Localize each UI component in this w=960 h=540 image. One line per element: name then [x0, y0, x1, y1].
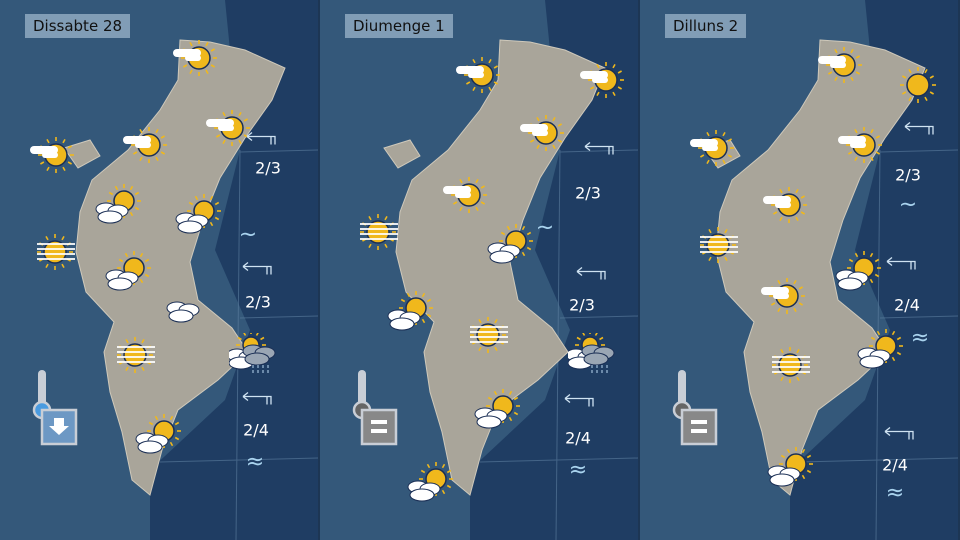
partly-cloudy-icon	[406, 461, 454, 505]
wave-height-label: 2/3	[895, 165, 921, 185]
thermometer-icon	[348, 368, 398, 448]
sun-cloud-icon	[454, 53, 502, 97]
fog-sun-icon	[354, 210, 402, 254]
sea-state-icon: ≈	[910, 325, 930, 351]
wave-height-label: 2/4	[894, 295, 920, 315]
cloudy-icon	[163, 288, 211, 332]
equal-icon	[691, 420, 707, 424]
partly-cloudy-icon	[94, 183, 142, 227]
cloud-icon	[135, 432, 169, 454]
thermometer-icon	[28, 368, 78, 448]
sea-state-icon: ~	[898, 192, 918, 218]
partly-cloudy-icon	[386, 290, 434, 334]
sun-icon	[700, 227, 736, 263]
cloud-icon	[581, 344, 615, 366]
sun-cloud-icon	[816, 43, 864, 87]
sun-cloud-icon	[171, 36, 219, 80]
sun-icon	[900, 67, 936, 103]
sun-icon	[117, 337, 153, 373]
partly-cloudy-icon	[473, 388, 521, 432]
sun-icon	[894, 63, 942, 107]
sea-state-icon: ≈	[568, 457, 588, 483]
partly-cloudy-icon	[486, 223, 534, 267]
cloud-icon	[95, 202, 129, 224]
sun-cloud-icon	[578, 58, 626, 102]
partly-cloudy-icon	[174, 193, 222, 237]
land-map	[383, 39, 606, 496]
fog-sun-icon	[464, 313, 512, 357]
sun-icon	[360, 214, 396, 250]
sun-cloud-rain-icon	[565, 330, 616, 377]
wind-arrow-icon	[245, 131, 279, 150]
cloud-icon	[474, 407, 508, 429]
sea-state-icon: ≈	[245, 449, 265, 475]
cloud-icon	[105, 269, 139, 291]
cloud-icon	[767, 465, 801, 487]
wave-height-label: 2/3	[575, 183, 601, 203]
wave-height-label: 2/4	[882, 455, 908, 475]
wave-height-label: 2/4	[243, 420, 269, 440]
sea-state-icon: ≈	[885, 480, 905, 506]
sun-icon	[470, 317, 506, 353]
wave-height-label: 2/3	[569, 295, 595, 315]
day-title: Dilluns 2	[665, 14, 747, 38]
wind-arrow-icon	[885, 256, 919, 275]
wind-arrow-icon	[241, 261, 275, 280]
day-title: Diumenge 1	[345, 14, 453, 38]
sun-cloud-rain-icon	[226, 330, 277, 377]
forecast-panel: Dilluns 2 2/3 ~2/4 ≈2/4 ≈	[640, 0, 958, 540]
cloud-icon	[487, 242, 521, 264]
sun-cloud-icon	[121, 123, 169, 167]
cloud-icon	[407, 480, 441, 502]
fog-sun-icon	[31, 230, 79, 274]
partly-cloudy-icon	[834, 250, 882, 294]
partly-cloudy-icon	[134, 413, 182, 457]
cloud-icon	[857, 347, 891, 369]
forecast-panel: Diumenge 1 2/3 ~2/3 2/4 ≈	[320, 0, 638, 540]
wave-height-label: 2/4	[565, 428, 591, 448]
fog-sun-icon	[111, 333, 159, 377]
wind-arrow-icon	[903, 121, 937, 140]
wind-arrow-icon	[241, 391, 275, 410]
partly-cloudy-icon	[856, 328, 904, 372]
wind-arrow-icon	[583, 141, 617, 160]
sun-icon	[187, 194, 221, 228]
wind-arrow-icon	[575, 266, 609, 285]
map-background	[383, 0, 638, 540]
land-map	[63, 39, 286, 496]
thermometer-icon	[668, 368, 718, 448]
partly-cloudy-icon	[766, 446, 814, 490]
wave-height-label: 2/3	[245, 292, 271, 312]
sun-icon	[772, 347, 808, 383]
wind-arrow-icon	[563, 393, 597, 412]
wind-arrow-icon	[883, 426, 917, 445]
cloud-icon	[835, 269, 869, 291]
cloud-icon	[175, 212, 209, 234]
sun-cloud-icon	[518, 111, 566, 155]
partly-cloudy-icon	[104, 250, 152, 294]
fog-sun-icon	[766, 343, 814, 387]
sun-cloud-icon	[759, 274, 807, 318]
sun-cloud-icon	[836, 123, 884, 167]
fog-sun-icon	[694, 223, 742, 267]
sun-cloud-icon	[688, 126, 736, 170]
sun-cloud-icon	[441, 173, 489, 217]
cloud-icon	[242, 344, 276, 366]
wave-height-label: 2/3	[255, 158, 281, 178]
sun-cloud-icon	[204, 106, 252, 150]
sea-state-icon: ~	[238, 222, 258, 248]
down-arrow-icon	[49, 418, 69, 435]
equal-icon	[371, 420, 387, 424]
forecast-panel: Dissabte 28 2/3 ~2/3 2/4 ≈	[0, 0, 318, 540]
cloud-icon	[166, 301, 200, 323]
cloud-icon	[387, 309, 421, 331]
day-title: Dissabte 28	[25, 14, 131, 38]
sea-state-icon: ~	[535, 215, 555, 241]
sun-icon	[37, 234, 73, 270]
sun-cloud-icon	[761, 183, 809, 227]
sun-cloud-icon	[28, 133, 76, 177]
